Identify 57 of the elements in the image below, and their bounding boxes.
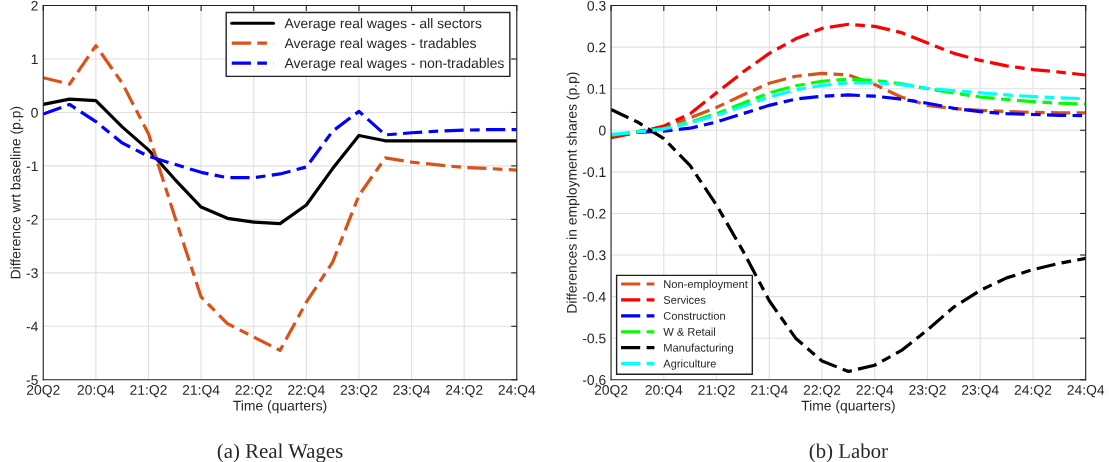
x-tick-label: 21:Q2	[130, 384, 167, 398]
x-tick-label: 23:Q2	[909, 384, 946, 398]
y-tick-label: -4	[26, 321, 38, 332]
legend-label: Average real wages - tradables	[284, 37, 477, 51]
line-series	[611, 107, 1086, 374]
x-tick-label: 24:Q4	[1067, 384, 1105, 398]
legend-label: W & Retail	[663, 327, 716, 336]
x-tick-label: 24:Q4	[498, 384, 536, 398]
x-tick-label: 20Q2	[26, 384, 60, 398]
y-axis-title: Differences in employment shares (p.p)	[566, 72, 580, 313]
y-tick-label: -2	[26, 214, 38, 225]
x-tick-label: 21:Q4	[182, 384, 220, 398]
legend-label: Construction	[663, 311, 725, 320]
y-tick-label: -3	[26, 268, 38, 279]
y-tick-label: -0.6	[582, 375, 606, 385]
line-series	[43, 97, 517, 226]
x-tick-label: 22:Q4	[288, 384, 325, 398]
x-tick-label: 24:Q2	[1014, 384, 1052, 398]
x-tick-label: 22:Q2	[235, 384, 272, 398]
x-tick-label: 22:Q4	[856, 384, 894, 398]
x-tick-label: 23:Q2	[340, 384, 378, 398]
x-tick-label: 21:Q2	[698, 384, 735, 398]
y-tick-label: -5	[26, 375, 38, 385]
legend-label: Manufacturing	[664, 343, 733, 354]
y-axis-title: Difference wrt baseline (p.p)	[10, 106, 24, 279]
y-tick-label: 0	[599, 125, 606, 136]
y-tick-label: 0.3	[587, 0, 606, 11]
x-axis-title: Time (quarters)	[233, 400, 327, 414]
text: (a) Real Wages	[217, 443, 343, 462]
legend-label: Services	[663, 295, 706, 304]
line-series	[611, 22, 1086, 140]
x-axis-title: Time (quarters)	[801, 400, 895, 414]
y-tick-label: 0	[31, 107, 38, 118]
y-tick-label: -0.2	[582, 208, 606, 219]
y-tick-label: -0.4	[582, 291, 606, 302]
x-tick-label: 23:Q4	[962, 384, 999, 398]
y-tick-label: 2	[31, 0, 38, 11]
legend-label: Average real wages - all sectors	[284, 18, 482, 31]
line-series	[43, 102, 517, 180]
y-tick-label: -0.5	[582, 333, 606, 344]
y-tick-label: -1	[26, 161, 38, 171]
x-tick-label: 23:Q4	[393, 384, 431, 398]
y-tick-label: 0.2	[587, 42, 606, 53]
x-tick-label: 21:Q4	[751, 384, 788, 398]
x-tick-label: 20Q2	[594, 384, 628, 398]
text: (b) Labor	[809, 443, 888, 462]
y-tick-label: -0.3	[582, 250, 606, 261]
y-tick-label: 0.1	[587, 84, 606, 94]
y-tick-label: -0.1	[582, 167, 606, 178]
x-tick-label: 24:Q2	[445, 384, 483, 398]
legend-label: Non-employment	[664, 279, 748, 291]
x-tick-label: 20:Q4	[645, 384, 683, 398]
x-tick-label: 20:Q4	[77, 384, 115, 398]
legend-label: Agriculture	[663, 359, 716, 370]
y-tick-label: 1	[31, 54, 38, 65]
legend-label: Average real wages - non-tradables	[284, 57, 504, 71]
x-tick-label: 22:Q2	[803, 384, 841, 398]
